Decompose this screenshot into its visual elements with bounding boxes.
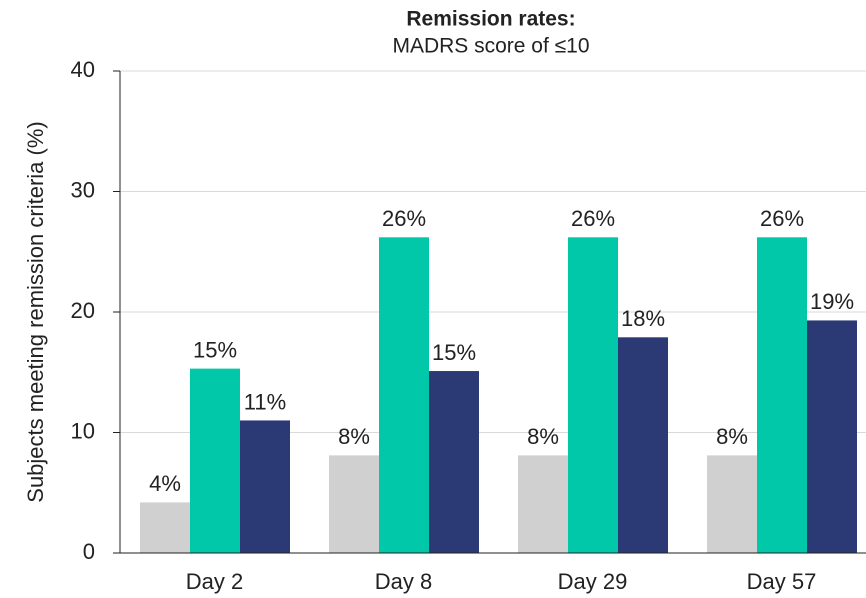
bar (190, 368, 240, 553)
value-label: 26% (382, 206, 426, 231)
value-label: 11% (244, 389, 286, 414)
bar (618, 337, 668, 553)
bar (568, 237, 618, 554)
x-tick-label: Day 2 (186, 569, 243, 594)
value-label: 8% (338, 424, 370, 449)
y-tick-label: 40 (71, 57, 95, 82)
chart-title: Remission rates: (406, 8, 575, 31)
bar (757, 237, 807, 554)
bar (379, 237, 429, 554)
bar (429, 371, 479, 553)
value-label: 26% (571, 206, 615, 231)
y-axis-label: Subjects meeting remission criteria (%) (23, 121, 48, 502)
x-tick-label: Day 29 (558, 569, 628, 594)
value-label: 8% (527, 424, 559, 449)
x-tick-label: Day 8 (375, 569, 432, 594)
value-label: 19% (810, 289, 854, 314)
bar (807, 320, 857, 553)
value-label: 15% (193, 337, 237, 362)
value-label: 26% (760, 206, 804, 231)
chart-subtitle: MADRS score of ≤10 (392, 35, 589, 58)
bar (707, 455, 757, 553)
bar (240, 420, 290, 553)
value-label: 4% (149, 471, 181, 496)
bar (518, 455, 568, 553)
y-tick-label: 10 (71, 418, 95, 443)
bar (140, 502, 190, 553)
y-tick-label: 0 (83, 539, 95, 564)
y-tick-label: 20 (71, 298, 95, 323)
value-label: 15% (432, 340, 476, 365)
value-label: 8% (716, 424, 748, 449)
value-label: 18% (621, 306, 665, 331)
x-tick-label: Day 57 (747, 569, 817, 594)
bar (329, 455, 379, 553)
y-tick-label: 30 (71, 177, 95, 202)
